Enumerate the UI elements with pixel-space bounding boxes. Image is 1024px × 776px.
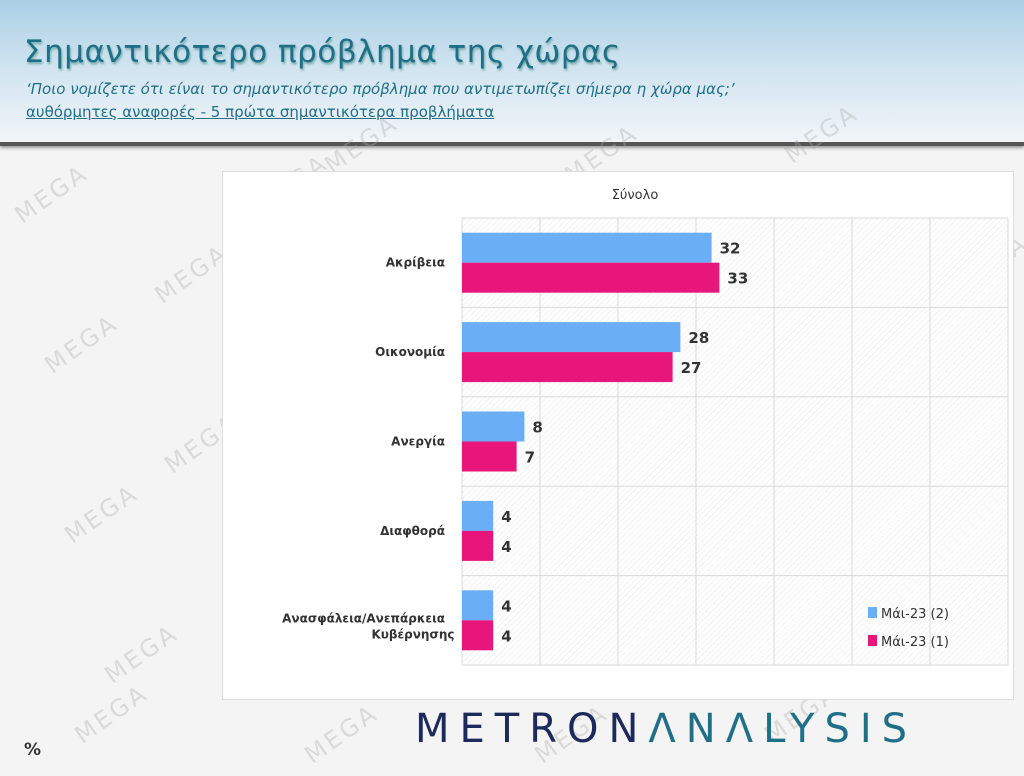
logo-part2: ΛNΛLYSIS — [648, 706, 918, 752]
bar — [462, 500, 494, 531]
category-label: Οικονομία — [375, 345, 445, 359]
watermark-text: MEGA — [9, 158, 94, 230]
bar — [462, 441, 517, 472]
bar — [462, 590, 494, 621]
category-label: Ανεργία — [391, 435, 445, 449]
data-label: 4 — [501, 627, 511, 645]
bar — [462, 620, 494, 651]
metron-analysis-logo: METRONΛNΛLYSIS — [415, 706, 917, 752]
legend-swatch — [868, 607, 877, 618]
watermark-text: MEGA — [299, 698, 384, 770]
header: Σημαντικότερο πρόβλημα της χώρας ‘Ποιο ν… — [0, 0, 1024, 146]
data-label: 27 — [681, 359, 702, 377]
unit-label: % — [24, 740, 42, 760]
data-label: 4 — [501, 597, 511, 615]
data-label: 33 — [727, 270, 748, 288]
watermark-text: MEGA — [39, 308, 124, 380]
watermark-text: MEGA — [69, 678, 154, 750]
watermark-text: MEGA — [99, 618, 184, 690]
data-label: 4 — [501, 508, 511, 526]
legend-swatch — [868, 635, 877, 646]
chart-area: Σύνολο Ακρίβεια 32 33 Οικονομία 28 27 Ανεργία 8 7… — [222, 171, 1014, 700]
bar-chart: Σύνολο Ακρίβεια 32 33 Οικονομία 28 27 Ανεργία 8 7… — [282, 188, 1009, 666]
data-label: 7 — [525, 449, 535, 467]
bar — [462, 352, 673, 383]
chart-title: Σύνολο — [612, 188, 659, 203]
category-label: Ανασφάλεια/Ανεπάρκεια — [282, 611, 445, 625]
logo-part1: METRON — [415, 706, 649, 752]
bar — [462, 411, 525, 442]
watermark-text: MEGA — [59, 478, 144, 550]
subtitle: αυθόρμητες αναφορές - 5 πρώτα σημαντικότ… — [26, 103, 495, 121]
data-label: 4 — [501, 538, 511, 556]
category-label-line2: Κυβέρνησης — [372, 627, 455, 641]
category-label: Διαφθορά — [380, 524, 445, 538]
category-label: Ακρίβεια — [386, 256, 445, 270]
bar — [462, 262, 720, 293]
legend-label: Μάι-23 (1) — [881, 635, 949, 650]
data-label: 8 — [532, 419, 542, 437]
bar — [462, 530, 494, 561]
legend-label: Μάι-23 (2) — [881, 607, 949, 622]
data-label: 28 — [688, 329, 709, 347]
bar — [462, 322, 681, 353]
page-title: Σημαντικότερο πρόβλημα της χώρας — [24, 34, 621, 70]
watermark-text: MEGA — [149, 238, 234, 310]
question-text: ‘Ποιο νομίζετε ότι είναι το σημαντικότερ… — [26, 80, 735, 98]
data-label: 32 — [720, 240, 741, 258]
bar — [462, 232, 712, 263]
